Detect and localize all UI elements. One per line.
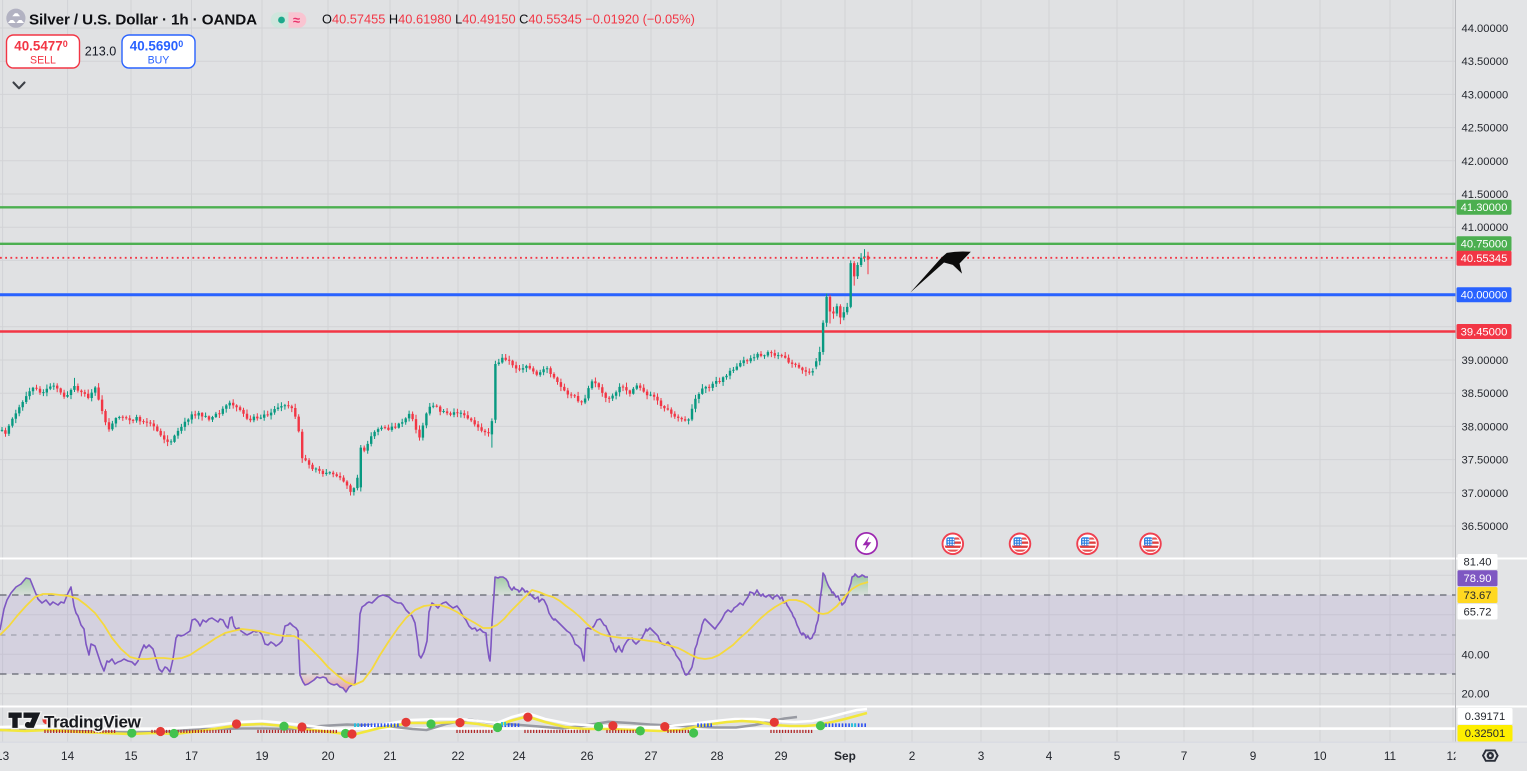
svg-text:40.00: 40.00	[1462, 649, 1490, 661]
svg-text:40.00000: 40.00000	[1461, 290, 1508, 302]
svg-text:65.72: 65.72	[1464, 607, 1492, 619]
svg-text:10: 10	[1313, 749, 1327, 763]
svg-text:24: 24	[512, 749, 526, 763]
svg-text:Silver / U.S. Dollar · 1h · OA: Silver / U.S. Dollar · 1h · OANDA	[29, 12, 257, 29]
svg-text:39.45000: 39.45000	[1461, 326, 1508, 338]
svg-text:13: 13	[0, 749, 10, 763]
svg-text:21: 21	[383, 749, 396, 763]
svg-text:41.50000: 41.50000	[1462, 189, 1509, 201]
svg-text:22: 22	[451, 749, 464, 763]
svg-text:O40.57455 H40.61980 L40.49150: O40.57455 H40.61980 L40.49150 C40.55345 …	[322, 12, 695, 27]
svg-text:40.56900: 40.56900	[130, 39, 183, 54]
svg-text:38.00000: 38.00000	[1462, 421, 1509, 433]
svg-text:41.00000: 41.00000	[1462, 222, 1509, 234]
svg-text:39.00000: 39.00000	[1462, 355, 1509, 367]
svg-text:0.32501: 0.32501	[1465, 728, 1505, 740]
svg-text:9: 9	[1250, 749, 1257, 763]
svg-text:≈: ≈	[293, 13, 300, 28]
svg-text:11: 11	[1384, 749, 1396, 763]
svg-text:5: 5	[1114, 749, 1121, 763]
svg-text:38.50000: 38.50000	[1462, 388, 1509, 400]
svg-text:44.00000: 44.00000	[1462, 23, 1509, 35]
svg-text:36.50000: 36.50000	[1462, 521, 1509, 533]
svg-text:37.00000: 37.00000	[1462, 488, 1509, 500]
svg-text:20: 20	[321, 749, 335, 763]
svg-text:4: 4	[1046, 749, 1053, 763]
svg-text:73.67: 73.67	[1464, 590, 1492, 602]
svg-text:17: 17	[185, 749, 198, 763]
svg-text:29: 29	[774, 749, 787, 763]
svg-text:7: 7	[1181, 749, 1188, 763]
svg-text:TradingView: TradingView	[44, 713, 142, 732]
svg-text:81.40: 81.40	[1464, 557, 1492, 569]
svg-text:43.00000: 43.00000	[1462, 89, 1509, 101]
svg-text:78.90: 78.90	[1464, 573, 1492, 585]
svg-text:42.50000: 42.50000	[1462, 123, 1509, 135]
svg-text:3: 3	[978, 749, 985, 763]
svg-text:BUY: BUY	[148, 55, 170, 67]
svg-text:37.50000: 37.50000	[1462, 455, 1509, 467]
svg-text:28: 28	[710, 749, 724, 763]
svg-text:40.75000: 40.75000	[1461, 239, 1508, 251]
svg-text:Sep: Sep	[834, 749, 856, 763]
svg-text:40.54770: 40.54770	[14, 39, 67, 54]
svg-text:43.50000: 43.50000	[1462, 56, 1509, 68]
svg-text:SELL: SELL	[30, 55, 56, 67]
svg-text:27: 27	[644, 749, 657, 763]
svg-text:40.55345: 40.55345	[1461, 253, 1508, 265]
svg-text:213.0: 213.0	[85, 45, 117, 59]
svg-text:0.39171: 0.39171	[1465, 711, 1505, 723]
svg-text:42.00000: 42.00000	[1462, 156, 1509, 168]
svg-text:12: 12	[1446, 749, 1459, 763]
svg-text:20.00: 20.00	[1462, 689, 1490, 701]
svg-text:19: 19	[255, 749, 268, 763]
svg-text:15: 15	[124, 749, 138, 763]
svg-text:14: 14	[61, 749, 75, 763]
svg-text:41.30000: 41.30000	[1461, 202, 1508, 214]
svg-text:26: 26	[580, 749, 594, 763]
svg-text:2: 2	[909, 749, 916, 763]
